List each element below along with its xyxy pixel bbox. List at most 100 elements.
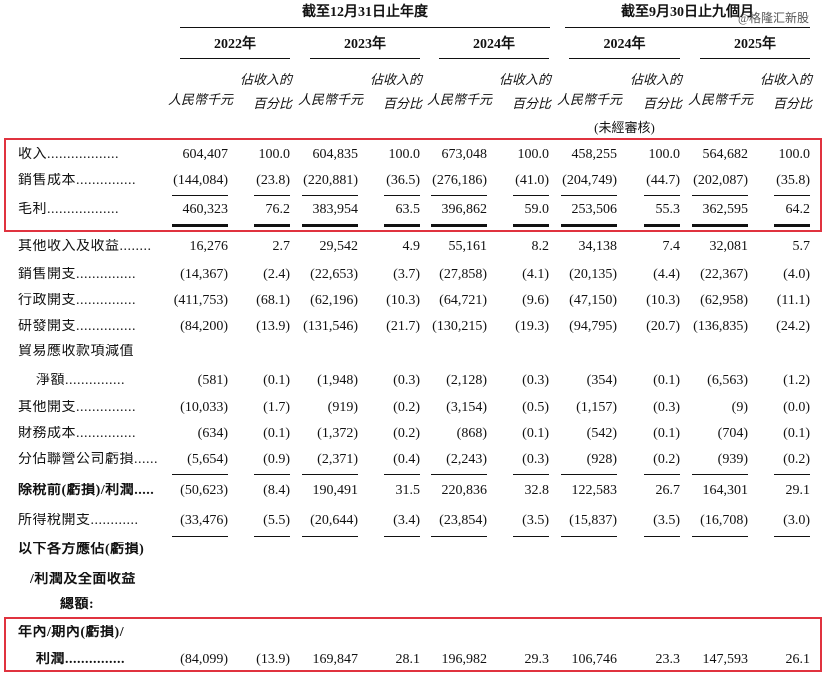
amount-cell: (220,881)	[303, 173, 358, 188]
amount-cell: 253,506	[571, 202, 618, 217]
percent-cell: (4.1)	[522, 267, 549, 282]
amount-cell: (581)	[197, 373, 228, 388]
percent-cell: (0.5)	[522, 400, 549, 415]
row-label: 分佔聯營公司虧損......	[18, 452, 158, 467]
percent-cell: (4.0)	[783, 267, 810, 282]
amount-cell: (919)	[327, 400, 358, 415]
percent-cell: 59.0	[524, 202, 550, 217]
underline	[561, 224, 617, 227]
underline	[692, 195, 748, 196]
rule	[569, 58, 680, 59]
percent-cell: (0.1)	[263, 426, 290, 441]
group-header: 截至12月31日止年度	[302, 5, 428, 20]
underline	[254, 536, 290, 537]
amount-cell: (22,653)	[310, 267, 358, 282]
percent-cell: (0.1)	[263, 373, 290, 388]
percent-cell: (68.1)	[256, 293, 290, 308]
group-header: 截至9月30日止九個月	[621, 5, 754, 20]
percent-cell: 100.0	[778, 147, 811, 162]
amount-cell: 122,583	[571, 483, 618, 498]
amount-cell: 106,746	[571, 652, 618, 667]
percent-cell: (0.2)	[393, 400, 420, 415]
amount-cell: 604,407	[182, 147, 229, 162]
row-label: 行政開支...............	[18, 293, 136, 308]
amount-cell: 29,542	[319, 239, 359, 254]
rule	[180, 58, 290, 59]
percent-cell: (9.6)	[522, 293, 549, 308]
amount-cell: (411,753)	[173, 293, 228, 308]
percent-cell: (0.2)	[393, 426, 420, 441]
amount-cell: (704)	[717, 426, 748, 441]
percent-cell: (10.3)	[386, 293, 420, 308]
percent-cell: 5.7	[792, 239, 811, 254]
percent-cell: (3.0)	[783, 513, 810, 528]
pct-header: 佔收入的百分比	[239, 72, 292, 111]
percent-cell: (20.7)	[646, 319, 680, 334]
amount-cell: (276,186)	[432, 173, 487, 188]
amount-cell: (27,858)	[439, 267, 487, 282]
percent-cell: 64.2	[785, 202, 811, 217]
percent-cell: 55.3	[655, 202, 681, 217]
percent-cell: 63.5	[395, 202, 421, 217]
amount-cell: (16,708)	[700, 513, 748, 528]
percent-cell: (0.3)	[522, 373, 549, 388]
underline	[561, 536, 617, 537]
percent-cell: (3.5)	[522, 513, 549, 528]
amount-cell: 564,682	[702, 147, 749, 162]
percent-cell: (3.7)	[393, 267, 420, 282]
row-label: 總額:	[60, 597, 95, 612]
row-label: 其他開支...............	[18, 400, 136, 415]
amount-cell: (62,958)	[700, 293, 748, 308]
year-header: 2023年	[344, 37, 386, 52]
amount-cell: (131,546)	[303, 319, 358, 334]
percent-cell: (1.2)	[783, 373, 810, 388]
row-label: 銷售成本...............	[18, 173, 136, 188]
underline	[431, 474, 487, 475]
amount-cell: (204,749)	[562, 173, 617, 188]
amount-cell: (10,033)	[180, 400, 228, 415]
underline	[561, 195, 617, 196]
percent-cell: (1.7)	[263, 400, 290, 415]
percent-cell: 7.4	[662, 239, 681, 254]
percent-cell: 76.2	[265, 202, 291, 217]
percent-cell: (5.5)	[263, 513, 290, 528]
underline	[692, 474, 748, 475]
amount-header: 人民幣千元	[298, 92, 364, 107]
amount-cell: (130,215)	[432, 319, 487, 334]
amount-cell: (202,087)	[693, 173, 748, 188]
amount-cell: (84,099)	[180, 652, 228, 667]
underline	[513, 195, 549, 196]
row-label: 利潤...............	[36, 652, 125, 667]
percent-cell: (0.3)	[522, 452, 549, 467]
percent-cell: 29.1	[785, 483, 811, 498]
percent-cell: 26.1	[785, 652, 811, 667]
amount-header: 人民幣千元	[557, 92, 623, 107]
amount-cell: (1,157)	[576, 400, 617, 415]
year-header: 2022年	[214, 37, 256, 52]
row-label: 財務成本...............	[18, 426, 136, 441]
amount-cell: 396,862	[441, 202, 488, 217]
underline	[254, 195, 290, 196]
amount-cell: (14,367)	[180, 267, 228, 282]
percent-cell: (10.3)	[646, 293, 680, 308]
underline	[431, 536, 487, 537]
percent-cell: (0.2)	[653, 452, 680, 467]
underline	[513, 224, 549, 227]
amount-cell: (47,150)	[569, 293, 617, 308]
amount-cell: (2,128)	[446, 373, 487, 388]
underline	[302, 536, 358, 537]
amount-header: 人民幣千元	[688, 92, 754, 107]
percent-cell: 2.7	[272, 239, 291, 254]
row-label: 淨額...............	[36, 373, 125, 388]
amount-cell: (939)	[717, 452, 748, 467]
amount-cell: (1,948)	[317, 373, 358, 388]
highlight-box	[4, 617, 822, 672]
percent-cell: (21.7)	[386, 319, 420, 334]
amount-cell: (20,644)	[310, 513, 358, 528]
row-label: /利潤及全面收益	[30, 572, 136, 587]
amount-header: 人民幣千元	[168, 92, 234, 107]
percent-cell: (23.8)	[256, 173, 290, 188]
amount-cell: (928)	[586, 452, 617, 467]
amount-cell: 147,593	[702, 652, 749, 667]
percent-cell: (0.2)	[783, 452, 810, 467]
